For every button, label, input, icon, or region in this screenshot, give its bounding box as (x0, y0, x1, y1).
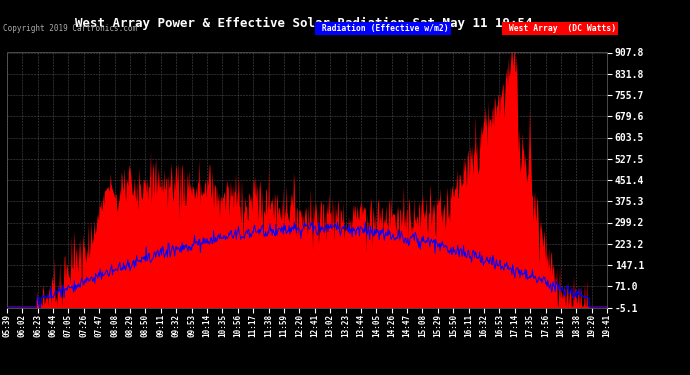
Text: West Array  (DC Watts): West Array (DC Watts) (504, 24, 616, 33)
Text: Radiation (Effective w/m2): Radiation (Effective w/m2) (317, 24, 449, 33)
Text: West Array Power & Effective Solar Radiation Sat May 11 19:54: West Array Power & Effective Solar Radia… (75, 17, 533, 30)
Text: Copyright 2019 Cartronics.com: Copyright 2019 Cartronics.com (3, 24, 137, 33)
